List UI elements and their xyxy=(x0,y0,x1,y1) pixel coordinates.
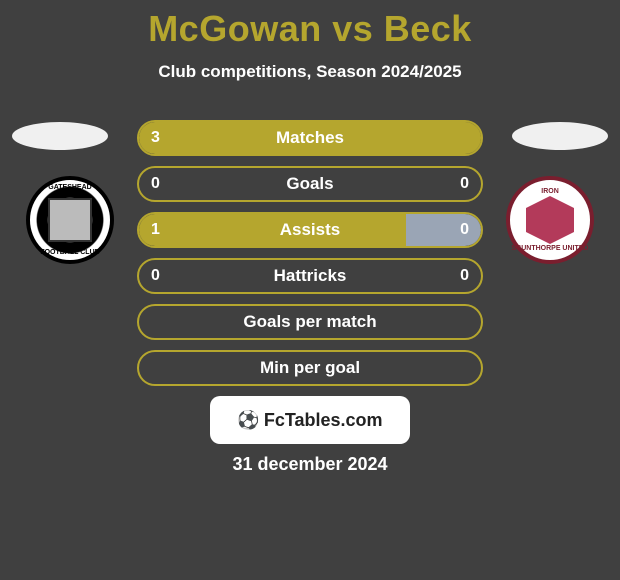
source-label: FcTables.com xyxy=(264,410,383,431)
stat-row-hattricks: 00Hattricks xyxy=(137,258,483,294)
stat-row-min-per-goal: Min per goal xyxy=(137,350,483,386)
season-subtitle: Club competitions, Season 2024/2025 xyxy=(0,62,620,82)
stat-label: Goals xyxy=(139,174,481,194)
stat-label: Hattricks xyxy=(139,266,481,286)
left-club-crest: GATESHEAD FOOTBALL CLUB xyxy=(26,176,114,264)
stat-row-assists: 10Assists xyxy=(137,212,483,248)
right-crest-label-top: IRON xyxy=(510,188,590,195)
left-crest-icon xyxy=(48,198,92,242)
football-icon: ⚽ xyxy=(237,410,259,431)
page-title: McGowan vs Beck xyxy=(0,0,620,50)
left-player-ellipse xyxy=(12,122,108,150)
stat-row-goals-per-match: Goals per match xyxy=(137,304,483,340)
left-crest-label-bottom: FOOTBALL CLUB xyxy=(30,249,110,256)
source-badge: ⚽ FcTables.com xyxy=(210,396,410,444)
stat-label: Min per goal xyxy=(139,358,481,378)
right-player-ellipse xyxy=(512,122,608,150)
stat-label: Goals per match xyxy=(139,312,481,332)
right-crest-label-bottom: SCUNTHORPE UNITED xyxy=(510,245,590,252)
comparison-bars: 3Matches 00Goals 10Assists 00Hattricks Goals… xyxy=(137,120,483,396)
stat-row-matches: 3Matches xyxy=(137,120,483,156)
stat-label: Matches xyxy=(139,128,481,148)
stat-row-goals: 00Goals xyxy=(137,166,483,202)
footer-date: 31 december 2024 xyxy=(0,454,620,475)
left-crest-label-top: GATESHEAD xyxy=(30,184,110,191)
right-club-crest: IRON SCUNTHORPE UNITED xyxy=(506,176,594,264)
right-crest-icon xyxy=(526,196,574,244)
stat-label: Assists xyxy=(139,220,481,240)
